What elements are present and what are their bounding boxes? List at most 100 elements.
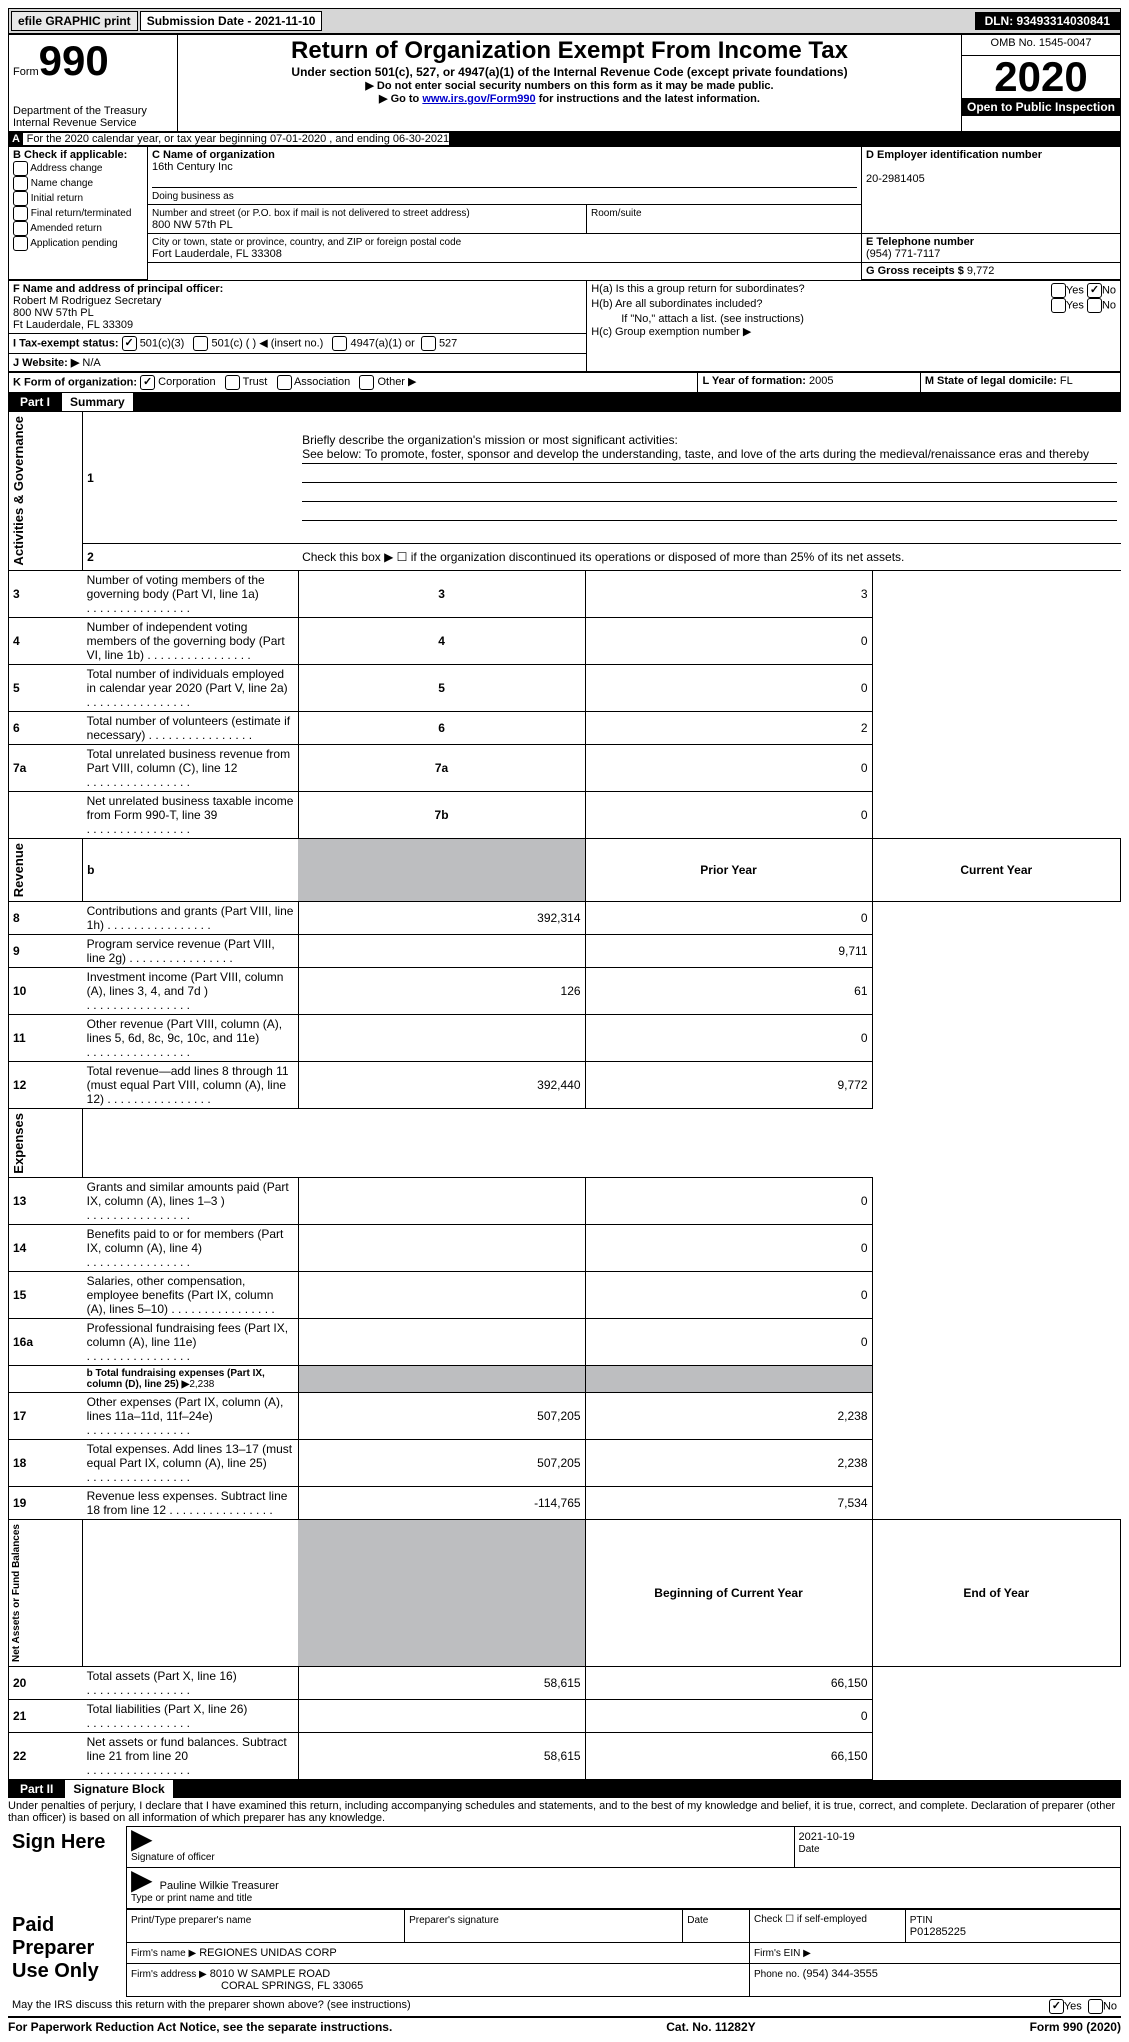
boxk-opt[interactable] xyxy=(359,375,374,390)
discuss-no[interactable] xyxy=(1088,1999,1103,2014)
sig-name: Pauline Wilkie Treasurer xyxy=(160,1880,279,1892)
hb-no[interactable] xyxy=(1087,298,1102,313)
pt-check: Check ☐ if self-employed xyxy=(750,1910,906,1943)
year-formation: 2005 xyxy=(809,375,833,387)
prior-year-header: Prior Year xyxy=(585,838,872,901)
penalties: Under penalties of perjury, I declare th… xyxy=(8,1798,1121,1826)
vlabel-rev: Revenue xyxy=(9,839,28,901)
inst-pre: ▶ Go to xyxy=(379,93,422,105)
discuss-yes[interactable] xyxy=(1049,1999,1064,2014)
klm-block: K Form of organization: Corporation Trus… xyxy=(8,372,1121,393)
boxb-opt[interactable] xyxy=(13,191,28,206)
footer-left: For Paperwork Reduction Act Notice, see … xyxy=(8,2020,392,2034)
hc-label: H(c) Group exemption number ▶ xyxy=(591,325,1116,338)
form-number: 990 xyxy=(39,37,109,84)
inst-post: for instructions and the latest informat… xyxy=(536,93,760,105)
website: N/A xyxy=(82,357,100,369)
firm-ein-label: Firm's EIN ▶ xyxy=(754,1948,811,1959)
fh-block: F Name and address of principal officer:… xyxy=(8,280,1121,372)
discuss-yes-label: Yes xyxy=(1064,2001,1082,2013)
tax-year: 2020 xyxy=(962,56,1120,98)
paid-preparer: Paid Preparer Use Only xyxy=(8,1910,127,1997)
summary-table: Activities & Governance 1 Briefly descri… xyxy=(8,411,1121,1780)
i-527[interactable] xyxy=(421,336,436,351)
boxk-opt[interactable] xyxy=(225,375,240,390)
discuss-q: May the IRS discuss this return with the… xyxy=(12,1999,411,2011)
line1-text: See below: To promote, foster, sponsor a… xyxy=(302,447,1089,461)
boxk-opt[interactable] xyxy=(140,375,155,390)
col-b: b xyxy=(83,838,298,901)
street-label: Number and street (or P.O. box if mail i… xyxy=(152,208,470,219)
i-501c3[interactable] xyxy=(122,336,137,351)
footer-right: Form 990 (2020) xyxy=(1030,2020,1121,2034)
i-501c3-label: 501(c)(3) xyxy=(140,337,185,349)
part2-title: Signature Block xyxy=(65,1780,172,1798)
part1-title: Summary xyxy=(62,393,133,411)
dept-treasury: Department of the Treasury xyxy=(13,105,173,117)
top-bar: efile GRAPHIC print Submission Date - 20… xyxy=(8,8,1121,34)
vlabel-exp: Expenses xyxy=(9,1109,28,1178)
boxb-opt[interactable] xyxy=(13,221,28,236)
pt-name-label: Print/Type preparer's name xyxy=(131,1915,251,1926)
i-4947[interactable] xyxy=(332,336,347,351)
dln: DLN: 93493314030841 xyxy=(975,12,1120,30)
ein: 20-2981405 xyxy=(866,173,925,185)
boxk-opt[interactable] xyxy=(277,375,292,390)
inst-nossn: ▶ Do not enter social security numbers o… xyxy=(182,79,957,92)
form990-link[interactable]: www.irs.gov/Form990 xyxy=(422,93,535,105)
footer: For Paperwork Reduction Act Notice, see … xyxy=(8,2018,1121,2034)
phone: (954) 771-7117 xyxy=(866,248,940,260)
state-domicile: FL xyxy=(1060,375,1073,387)
efile-btn[interactable]: efile GRAPHIC print xyxy=(11,11,138,31)
dba-label: Doing business as xyxy=(152,191,234,202)
ha-no[interactable] xyxy=(1087,283,1102,298)
gross-receipts: 9,772 xyxy=(967,265,995,277)
ptin-val: P01285225 xyxy=(910,1926,966,1938)
pt-sig-label: Preparer's signature xyxy=(409,1915,499,1926)
current-year-header: Current Year xyxy=(872,838,1120,901)
i-501c[interactable] xyxy=(193,336,208,351)
boxb-opt[interactable] xyxy=(13,206,28,221)
boxb-opt[interactable] xyxy=(13,176,28,191)
i-4947-label: 4947(a)(1) or xyxy=(351,337,415,349)
box-e-label: E Telephone number xyxy=(866,236,974,248)
boxb-opt[interactable] xyxy=(13,236,28,251)
form-word: Form xyxy=(13,66,39,78)
box-m-label: M State of legal domicile: xyxy=(925,375,1057,387)
pt-date-label: Date xyxy=(687,1915,708,1926)
ha-yes[interactable] xyxy=(1051,283,1066,298)
box-c-name-label: C Name of organization xyxy=(152,149,275,161)
firm-name: REGIONES UNIDAS CORP xyxy=(199,1947,337,1959)
no-label-2: No xyxy=(1102,299,1116,311)
box-d-label: D Employer identification number xyxy=(866,149,1042,161)
open-inspection: Open to Public Inspection xyxy=(962,98,1120,116)
yes-label: Yes xyxy=(1066,284,1084,296)
footer-mid: Cat. No. 11282Y xyxy=(666,2020,755,2034)
firm-addr1: 8010 W SAMPLE ROAD xyxy=(210,1968,330,1980)
firm-addr2: CORAL SPRINGS, FL 33065 xyxy=(131,1980,363,1992)
sig-arrow-icon: ▶ xyxy=(131,1831,153,1848)
boxb-opt[interactable] xyxy=(13,161,28,176)
part1-header: Part I Summary xyxy=(8,393,1121,411)
box-g-label: G Gross receipts $ xyxy=(866,265,964,277)
form-header: Form990 Department of the Treasury Inter… xyxy=(8,34,1121,132)
sig-name-label: Type or print name and title xyxy=(131,1893,252,1904)
irs: Internal Revenue Service xyxy=(13,117,173,129)
vlabel-gov: Activities & Governance xyxy=(9,412,28,570)
officer-street: 800 NW 57th PL xyxy=(13,307,94,319)
box-b-label: B Check if applicable: xyxy=(13,149,143,161)
tax-year-line: For the 2020 calendar year, or tax year … xyxy=(23,133,450,145)
i-527-label: 527 xyxy=(439,337,457,349)
firm-phone-label: Phone no. xyxy=(754,1969,800,1980)
sig-date-val: 2021-10-19 xyxy=(799,1831,855,1843)
hb-note: If "No," attach a list. (see instruction… xyxy=(591,313,1116,325)
line2: Check this box ▶ ☐ if the organization d… xyxy=(298,544,1120,570)
sign-here-block: Sign Here ▶ Signature of officer 2021-10… xyxy=(8,1826,1121,1909)
officer-city: Ft Lauderdale, FL 33309 xyxy=(13,319,133,331)
discuss-no-label: No xyxy=(1103,2001,1117,2013)
street: 800 NW 57th PL xyxy=(152,219,233,231)
hb-yes[interactable] xyxy=(1051,298,1066,313)
box-k-label: K Form of organization: xyxy=(13,376,137,388)
box-i-label: I Tax-exempt status: xyxy=(13,337,119,349)
sub-title: Under section 501(c), 527, or 4947(a)(1)… xyxy=(182,65,957,79)
